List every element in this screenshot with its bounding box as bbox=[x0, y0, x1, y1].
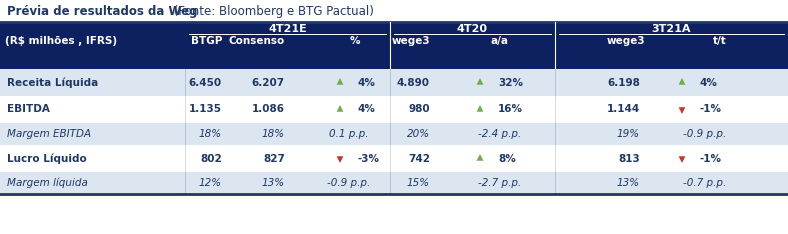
Text: (R$ milhões , IFRS): (R$ milhões , IFRS) bbox=[5, 36, 117, 46]
Text: Margem EBITDA: Margem EBITDA bbox=[7, 129, 91, 139]
Text: -0.9 p.p.: -0.9 p.p. bbox=[327, 178, 370, 188]
Text: 813: 813 bbox=[619, 154, 640, 164]
Bar bbox=[0, 96, 788, 123]
Polygon shape bbox=[477, 78, 483, 85]
Text: 18%: 18% bbox=[262, 129, 285, 139]
Text: 4%: 4% bbox=[358, 77, 376, 88]
Polygon shape bbox=[336, 78, 344, 85]
Text: 8%: 8% bbox=[498, 154, 516, 164]
Text: Receita Líquida: Receita Líquida bbox=[7, 77, 98, 88]
Polygon shape bbox=[336, 156, 344, 163]
Text: -3%: -3% bbox=[358, 154, 380, 164]
Text: 13%: 13% bbox=[262, 178, 285, 188]
Text: 16%: 16% bbox=[498, 105, 523, 114]
Text: 742: 742 bbox=[408, 154, 430, 164]
Bar bbox=[0, 123, 788, 145]
Text: -2.4 p.p.: -2.4 p.p. bbox=[478, 129, 522, 139]
Text: 6.450: 6.450 bbox=[189, 77, 222, 88]
Text: -1%: -1% bbox=[700, 105, 722, 114]
Text: t/t: t/t bbox=[713, 36, 727, 46]
Text: %: % bbox=[350, 36, 360, 46]
Text: 980: 980 bbox=[408, 105, 430, 114]
Text: (Fonte: Bloomberg e BTG Pactual): (Fonte: Bloomberg e BTG Pactual) bbox=[170, 5, 374, 18]
Bar bbox=[0, 22, 788, 69]
Text: wege3: wege3 bbox=[392, 36, 430, 46]
Polygon shape bbox=[336, 105, 344, 112]
Text: EBITDA: EBITDA bbox=[7, 105, 50, 114]
Text: -0.7 p.p.: -0.7 p.p. bbox=[683, 178, 727, 188]
Bar bbox=[0, 145, 788, 172]
Text: Lucro Líquido: Lucro Líquido bbox=[7, 153, 87, 164]
Text: wege3: wege3 bbox=[607, 36, 645, 46]
Text: 4%: 4% bbox=[358, 105, 376, 114]
Text: 1.135: 1.135 bbox=[189, 105, 222, 114]
Text: 1.086: 1.086 bbox=[252, 105, 285, 114]
Text: 4T20: 4T20 bbox=[457, 24, 488, 34]
Text: a/a: a/a bbox=[491, 36, 509, 46]
Text: 6.207: 6.207 bbox=[252, 77, 285, 88]
Bar bbox=[0, 69, 788, 96]
Text: Consenso: Consenso bbox=[229, 36, 285, 46]
Text: 13%: 13% bbox=[617, 178, 640, 188]
Text: Prévia de resultados da Weg: Prévia de resultados da Weg bbox=[7, 5, 198, 18]
Polygon shape bbox=[678, 78, 686, 85]
Text: 19%: 19% bbox=[617, 129, 640, 139]
Text: -1%: -1% bbox=[700, 154, 722, 164]
Text: 3T21A: 3T21A bbox=[652, 24, 691, 34]
Text: 1.144: 1.144 bbox=[607, 105, 640, 114]
Text: 827: 827 bbox=[263, 154, 285, 164]
Text: 802: 802 bbox=[200, 154, 222, 164]
Polygon shape bbox=[678, 156, 686, 163]
Polygon shape bbox=[678, 107, 686, 114]
Bar bbox=[0, 172, 788, 194]
Text: Margem líquida: Margem líquida bbox=[7, 178, 88, 188]
Text: 20%: 20% bbox=[407, 129, 430, 139]
Text: 4%: 4% bbox=[700, 77, 718, 88]
Text: 12%: 12% bbox=[199, 178, 222, 188]
Text: 32%: 32% bbox=[498, 77, 523, 88]
Text: 0.1 p.p.: 0.1 p.p. bbox=[329, 129, 369, 139]
Text: -0.9 p.p.: -0.9 p.p. bbox=[683, 129, 727, 139]
Text: 6.198: 6.198 bbox=[607, 77, 640, 88]
Text: 15%: 15% bbox=[407, 178, 430, 188]
Polygon shape bbox=[477, 105, 483, 112]
Text: 18%: 18% bbox=[199, 129, 222, 139]
Polygon shape bbox=[477, 154, 483, 161]
Text: BTGP: BTGP bbox=[191, 36, 222, 46]
Text: -2.7 p.p.: -2.7 p.p. bbox=[478, 178, 522, 188]
Text: 4.890: 4.890 bbox=[397, 77, 430, 88]
Text: 4T21E: 4T21E bbox=[268, 24, 307, 34]
